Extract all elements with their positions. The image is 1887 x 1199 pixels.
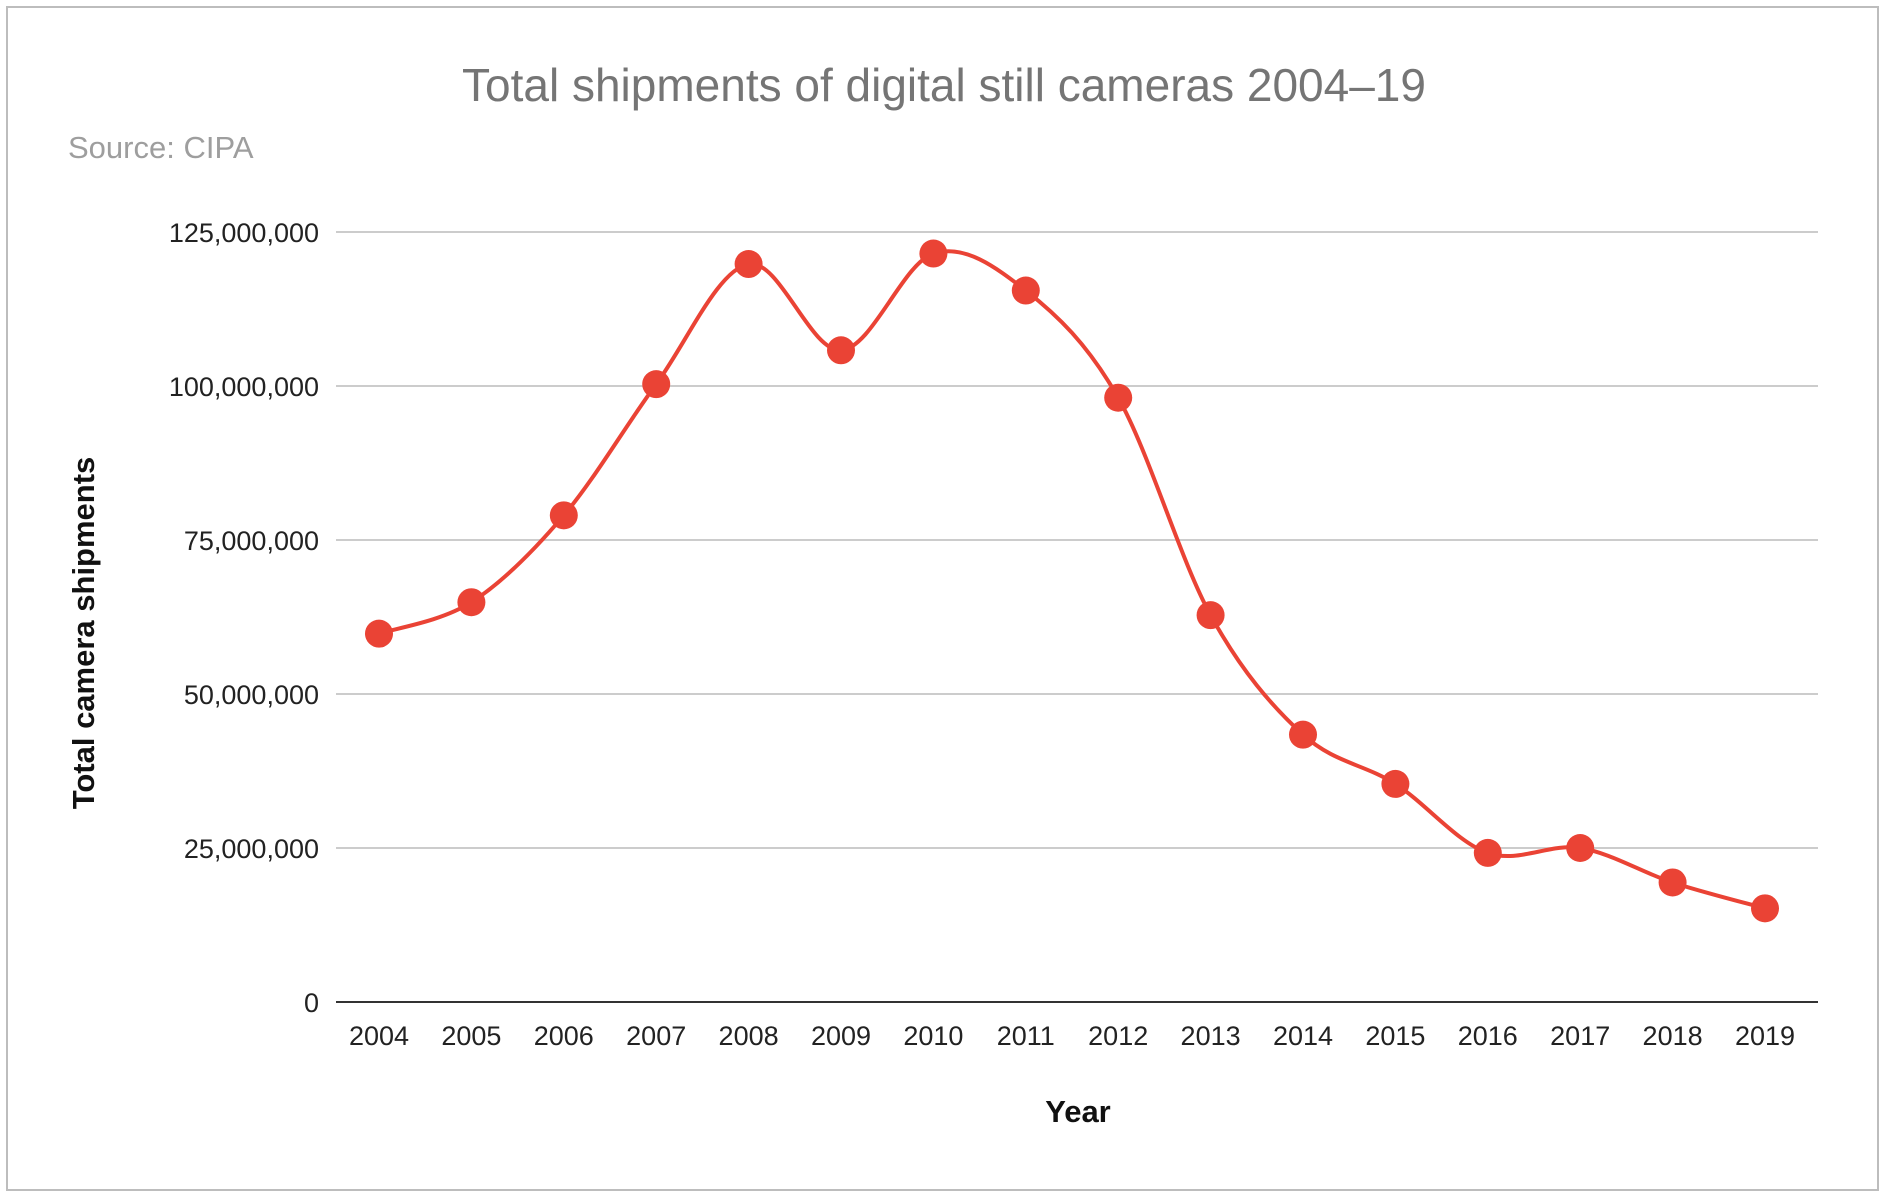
x-tick-label: 2019	[1735, 1021, 1795, 1051]
data-point	[1473, 838, 1502, 867]
chart-subtitle: Source: CIPA	[68, 130, 254, 165]
x-tick-label: 2004	[349, 1021, 409, 1051]
data-point	[1658, 868, 1687, 897]
x-tick-label: 2006	[534, 1021, 594, 1051]
x-tick-label: 2012	[1088, 1021, 1148, 1051]
data-point	[1566, 834, 1595, 862]
x-tick-label: 2007	[626, 1021, 686, 1051]
y-tick-label: 0	[304, 988, 319, 1018]
y-tick-label: 125,000,000	[169, 218, 319, 248]
data-point	[919, 239, 948, 268]
x-tick-label: 2015	[1365, 1021, 1425, 1051]
x-axis-ticks: 2004 2005 2006 2007 2008 2009 2010 2011 2012 2013…	[349, 1021, 1795, 1051]
x-axis-title: Year	[1045, 1094, 1111, 1129]
data-point	[827, 336, 855, 365]
y-axis-title: Total camera shipments	[66, 457, 101, 810]
data-point	[1751, 894, 1779, 923]
x-tick-label: 2013	[1181, 1021, 1241, 1051]
data-point	[642, 370, 671, 399]
chart-title: Total shipments of digital still cameras…	[462, 59, 1426, 111]
x-tick-label: 2010	[903, 1021, 963, 1051]
data-point	[1289, 720, 1317, 749]
grid-lines	[336, 231, 1818, 1003]
x-tick-label: 2008	[719, 1021, 779, 1051]
data-point	[457, 588, 486, 617]
data-point	[1381, 769, 1410, 798]
data-point	[1196, 601, 1225, 630]
x-tick-label: 2005	[441, 1021, 501, 1051]
x-tick-label: 2009	[811, 1021, 871, 1051]
y-tick-label: 50,000,000	[184, 680, 319, 710]
data-point	[549, 501, 578, 530]
x-tick-label: 2018	[1643, 1021, 1703, 1051]
data-point	[734, 250, 763, 279]
data-point	[1104, 383, 1133, 412]
series-line	[377, 249, 1767, 911]
x-tick-label: 2014	[1273, 1021, 1333, 1051]
x-tick-label: 2011	[997, 1021, 1055, 1051]
y-axis-ticks: 0 25,000,000 50,000,000 75,000,000 100,000,0…	[169, 218, 319, 1018]
chart-frame: Total shipments of digital still cameras…	[6, 6, 1879, 1191]
data-point	[1011, 276, 1040, 305]
y-tick-label: 75,000,000	[184, 526, 319, 556]
y-tick-label: 100,000,000	[169, 372, 319, 402]
series-layer	[365, 239, 1779, 923]
line-chart: Total shipments of digital still cameras…	[66, 59, 1818, 1129]
x-tick-label: 2017	[1550, 1021, 1610, 1051]
y-tick-label: 25,000,000	[184, 834, 319, 864]
data-point	[365, 619, 393, 648]
x-tick-label: 2016	[1458, 1021, 1518, 1051]
